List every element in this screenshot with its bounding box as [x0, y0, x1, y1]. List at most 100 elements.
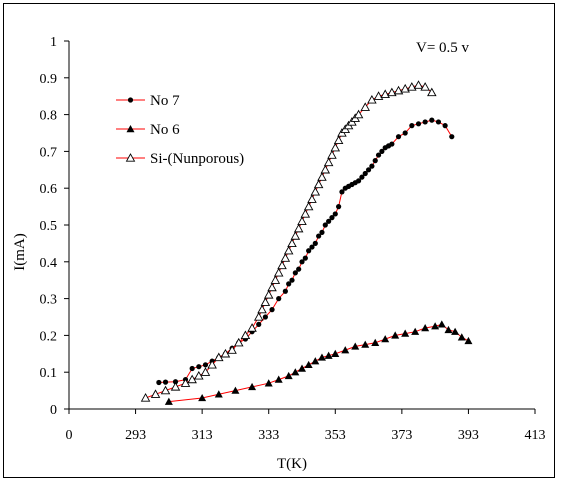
data-point-circle: [302, 255, 308, 261]
data-point-triangle-filled: [231, 386, 240, 394]
data-point-circle: [276, 296, 282, 302]
data-point-triangle-filled: [248, 382, 257, 391]
axes-layer: [68, 41, 535, 410]
data-point-triangle-open: [257, 304, 267, 314]
series-2: [140, 80, 437, 402]
data-point-triangle-open: [260, 297, 271, 306]
data-point-triangle-open: [270, 275, 281, 284]
data-point-triangle-open: [380, 89, 390, 99]
data-point-circle: [289, 277, 295, 283]
data-point-triangle-filled: [401, 329, 410, 337]
data-point-triangle-open: [313, 179, 324, 189]
y-tick-label: 0.3: [40, 293, 58, 308]
data-point-triangle-open: [333, 135, 344, 145]
data-point-triangle-open: [300, 209, 311, 218]
data-point-triangle-open: [200, 367, 211, 376]
legend-label: Si-(Nunporous): [150, 151, 244, 167]
data-point-circle: [389, 141, 395, 147]
data-point-triangle-open: [387, 87, 397, 97]
data-point-triangle-filled: [361, 340, 370, 348]
data-point-triangle-open: [420, 82, 430, 91]
data-point-triangle-open: [277, 260, 287, 270]
data-point-triangle-open: [180, 378, 191, 387]
data-point-triangle-open: [320, 164, 331, 174]
data-point-triangle-open: [297, 216, 307, 225]
data-point-triangle-open: [273, 267, 284, 277]
data-point-circle: [402, 130, 408, 136]
data-point-triangle-filled: [431, 322, 440, 330]
data-point-triangle-filled: [421, 324, 430, 332]
data-point-circle: [156, 379, 162, 386]
data-point-circle: [339, 189, 345, 195]
data-point-circle: [262, 314, 268, 320]
x-tick-label: 373: [391, 428, 412, 443]
data-point-circle: [127, 97, 134, 103]
data-point-triangle-open: [310, 186, 321, 196]
data-point-triangle-open: [353, 109, 364, 119]
data-point-triangle-filled: [264, 379, 273, 387]
data-point-triangle-filled: [371, 338, 380, 346]
data-point-circle: [292, 270, 298, 276]
y-tick-label: 1: [50, 35, 57, 50]
data-point-triangle-filled: [351, 342, 360, 350]
legend-item: No 7: [116, 93, 180, 109]
data-point-circle: [429, 117, 435, 123]
data-point-circle: [299, 259, 305, 265]
y-axis-title: I(mA): [12, 233, 28, 271]
data-point-circle: [362, 170, 368, 177]
data-point-triangle-open: [317, 172, 327, 181]
data-point-triangle-open: [360, 102, 371, 111]
data-point-circle: [395, 134, 402, 140]
voltage-annotation: V= 0.5 v: [416, 40, 470, 56]
data-point-triangle-open: [227, 345, 237, 354]
data-point-triangle-open: [263, 289, 274, 299]
legend-item: Si-(Nunporous): [116, 151, 244, 167]
data-point-triangle-filled: [126, 125, 135, 133]
data-point-triangle-open: [160, 385, 171, 395]
data-point-triangle-open: [407, 82, 417, 91]
x-tick-label: 293: [125, 428, 146, 443]
data-point-triangle-open: [307, 194, 317, 203]
data-point-circle: [409, 123, 415, 129]
data-point-circle: [189, 365, 195, 372]
data-point-circle: [316, 233, 322, 239]
y-tick-label: 0.4: [40, 256, 58, 271]
data-point-circle: [306, 248, 312, 254]
data-point-circle: [355, 178, 362, 184]
data-point-triangle-open: [140, 393, 151, 402]
data-point-triangle-open: [253, 312, 264, 321]
data-point-circle: [442, 123, 448, 129]
data-point-triangle-open: [187, 374, 197, 384]
data-point-circle: [309, 244, 315, 250]
data-point-circle: [322, 222, 328, 228]
series-line: [145, 84, 433, 399]
data-point-triangle-open: [293, 223, 304, 233]
y-tick-label: 0.2: [40, 329, 58, 344]
data-point-circle: [256, 321, 262, 327]
data-point-circle: [379, 148, 385, 154]
data-point-triangle-open: [373, 91, 384, 100]
data-point-circle: [269, 307, 275, 313]
y-tick-label: 0.5: [40, 219, 58, 234]
data-point-circle: [296, 266, 302, 272]
data-point-triangle-open: [233, 337, 244, 347]
data-point-circle: [172, 379, 179, 385]
data-point-circle: [286, 281, 292, 287]
data-point-triangle-open: [194, 370, 204, 380]
data-point-triangle-open: [303, 201, 314, 211]
data-point-triangle-filled: [324, 351, 333, 359]
data-point-triangle-filled: [274, 375, 283, 383]
data-point-triangle-open: [247, 323, 257, 332]
data-point-triangle-filled: [311, 357, 320, 365]
data-point-triangle-open: [267, 282, 277, 292]
data-point-circle: [372, 158, 378, 164]
x-tick-label: 313: [192, 428, 213, 443]
y-tick-label: 0.7: [40, 145, 58, 160]
data-point-triangle-open: [400, 83, 410, 93]
y-tick-label: 0.8: [40, 109, 58, 124]
data-point-triangle-open: [393, 85, 404, 95]
data-point-triangle-open: [220, 348, 231, 358]
data-point-triangle-open: [327, 150, 337, 159]
data-point-triangle-filled: [437, 320, 446, 328]
